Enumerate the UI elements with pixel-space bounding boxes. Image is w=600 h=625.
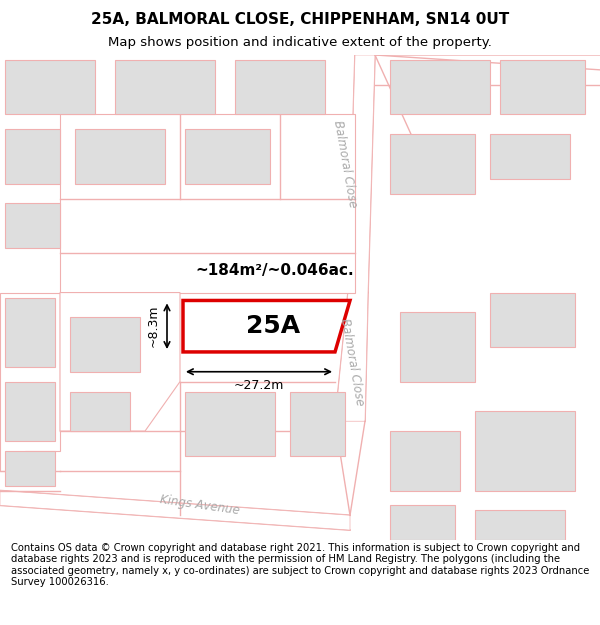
Bar [490, 134, 570, 179]
Bar [235, 60, 325, 114]
Text: Contains OS data © Crown copyright and database right 2021. This information is : Contains OS data © Crown copyright and d… [11, 542, 589, 588]
Bar [475, 510, 565, 540]
Bar [5, 451, 55, 486]
Bar [400, 312, 475, 382]
Bar [390, 431, 460, 491]
Text: ~184m²/~0.046ac.: ~184m²/~0.046ac. [196, 263, 355, 278]
Bar [5, 60, 95, 114]
Bar [5, 204, 60, 248]
Bar [75, 129, 165, 184]
Bar [475, 411, 575, 491]
Text: ~27.2m: ~27.2m [234, 379, 284, 392]
Text: ~8.3m: ~8.3m [146, 305, 160, 348]
Bar [390, 60, 490, 114]
Bar [185, 391, 275, 456]
Bar [390, 506, 455, 540]
Text: 25A, BALMORAL CLOSE, CHIPPENHAM, SN14 0UT: 25A, BALMORAL CLOSE, CHIPPENHAM, SN14 0U… [91, 12, 509, 27]
Text: Balmoral Close: Balmoral Close [331, 119, 359, 209]
Bar [115, 60, 215, 114]
Bar [390, 134, 475, 194]
Text: Map shows position and indicative extent of the property.: Map shows position and indicative extent… [108, 36, 492, 49]
Text: 25A: 25A [245, 314, 300, 338]
Bar [70, 318, 140, 372]
Polygon shape [335, 55, 375, 421]
Bar [70, 391, 130, 431]
Polygon shape [183, 301, 350, 352]
Bar [5, 382, 55, 441]
Polygon shape [0, 292, 60, 471]
Bar [5, 298, 55, 367]
Polygon shape [60, 114, 355, 292]
Text: Balmoral Close: Balmoral Close [338, 317, 366, 406]
Bar [185, 129, 270, 184]
Polygon shape [0, 491, 350, 530]
Bar [490, 292, 575, 347]
Bar [290, 391, 345, 456]
Text: Kings Avenue: Kings Avenue [159, 493, 241, 518]
Polygon shape [60, 292, 180, 431]
Bar [500, 60, 585, 114]
Bar [5, 129, 60, 184]
